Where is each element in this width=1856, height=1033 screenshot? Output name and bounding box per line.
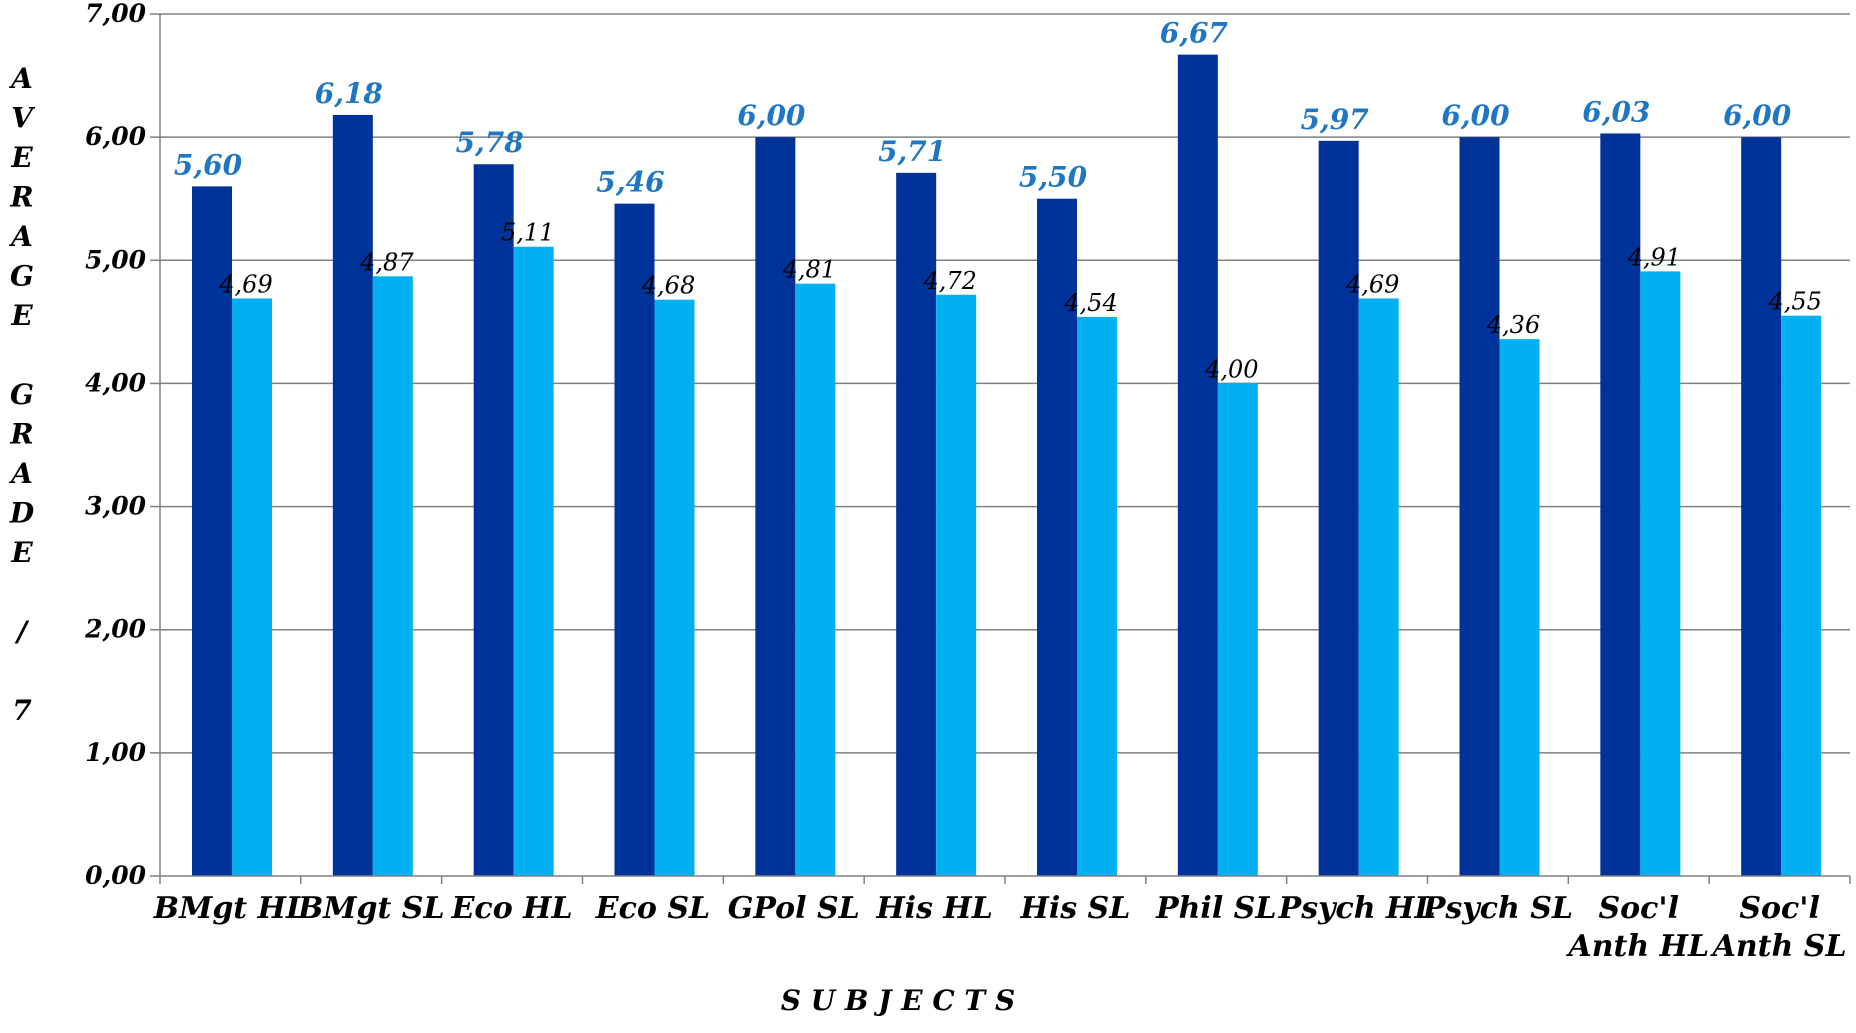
data-label: 6,67 xyxy=(1160,17,1229,50)
bar xyxy=(1499,339,1540,876)
x-tick-label: Eco HL xyxy=(451,891,573,926)
bar xyxy=(936,294,977,876)
data-label: 5,46 xyxy=(596,166,664,199)
data-label: 6,18 xyxy=(315,77,383,110)
x-tick-label: His SL xyxy=(1019,891,1130,926)
bar xyxy=(1459,137,1500,877)
bar xyxy=(1037,198,1077,876)
axes xyxy=(150,13,1851,884)
bar xyxy=(332,114,373,876)
y-tick-label: 6,00 xyxy=(85,122,146,151)
y-axis-title-letter: R xyxy=(9,181,33,214)
y-axis-title-letter: E xyxy=(10,299,33,332)
data-label: 4,00 xyxy=(1204,355,1258,383)
x-tick-label: Anth HL xyxy=(1565,929,1709,964)
data-label: 6,00 xyxy=(1723,99,1792,132)
bar xyxy=(1177,54,1218,876)
y-axis-title-letter: / xyxy=(14,615,30,648)
y-tick-label: 3,00 xyxy=(85,492,146,521)
y-axis-title-letter: E xyxy=(10,141,33,174)
data-label: 4,87 xyxy=(359,248,414,276)
bar xyxy=(1318,140,1359,876)
bar xyxy=(1741,137,1782,877)
data-label: 5,11 xyxy=(501,219,554,247)
bar xyxy=(614,203,655,876)
data-label: 6,00 xyxy=(1441,99,1510,132)
tick-labels: 0,00 1,00 2,00 3,00 4,00 5,00 6,00 7,00 BMgt HLB… xyxy=(84,0,1846,964)
data-label: 4,81 xyxy=(782,256,836,284)
bar xyxy=(192,186,232,876)
x-tick-label: Psych HL xyxy=(1278,891,1436,926)
data-label: 5,97 xyxy=(1301,103,1370,136)
data-label: 5,78 xyxy=(456,126,524,159)
bar xyxy=(1217,383,1258,876)
gridlines xyxy=(160,13,1850,754)
data-label: 4,54 xyxy=(1063,289,1117,317)
data-label: 5,50 xyxy=(1019,161,1088,194)
x-axis-title: S U B J E C T S xyxy=(781,984,1015,1017)
y-tick-label: 5,00 xyxy=(85,245,146,274)
y-axis-title-letter: V xyxy=(11,102,36,135)
y-tick-label: 4,00 xyxy=(85,368,146,397)
data-label: 4,55 xyxy=(1767,288,1821,316)
y-tick-label: 1,00 xyxy=(85,738,146,767)
bar xyxy=(1640,271,1681,877)
bar xyxy=(654,299,695,877)
data-label: 4,69 xyxy=(1345,270,1399,298)
data-label: 4,36 xyxy=(1486,311,1540,339)
y-axis-title-letter: G xyxy=(10,260,34,293)
x-tick-label: His HL xyxy=(875,891,993,926)
y-axis-title-letter: 7 xyxy=(12,694,32,727)
data-label: 5,71 xyxy=(878,135,946,168)
bar xyxy=(755,137,796,877)
data-label: 6,03 xyxy=(1582,95,1650,128)
y-axis-title-letter: A xyxy=(8,62,33,95)
data-label: 5,60 xyxy=(174,148,243,181)
x-tick-label: Anth SL xyxy=(1710,929,1847,964)
y-axis-title-letter: R xyxy=(9,418,33,451)
x-tick-label: Soc'l xyxy=(1739,891,1820,926)
data-label: 4,72 xyxy=(922,267,976,295)
y-tick-label: 7,00 xyxy=(85,0,146,28)
data-label: 4,91 xyxy=(1627,243,1681,271)
bar xyxy=(473,164,514,877)
data-label: 4,69 xyxy=(218,270,272,298)
bar xyxy=(1358,298,1399,877)
y-tick-label: 0,00 xyxy=(85,861,146,890)
x-tick-label: GPol SL xyxy=(728,891,860,926)
data-label: 6,00 xyxy=(737,99,806,132)
bar xyxy=(795,283,836,876)
y-tick-label: 2,00 xyxy=(84,615,146,644)
bar xyxy=(513,246,554,877)
y-axis-title-letter: G xyxy=(10,378,34,411)
bar xyxy=(1600,133,1641,876)
x-tick-label: Psych SL xyxy=(1422,891,1573,926)
y-axis-title-letter: D xyxy=(9,497,35,530)
bar xyxy=(1077,316,1117,877)
bar xyxy=(1781,315,1822,876)
x-tick-label: Eco SL xyxy=(595,891,710,926)
y-axis-title-letter: A xyxy=(8,220,33,253)
y-axis-title-letter: A xyxy=(8,457,33,490)
bars xyxy=(192,54,1822,877)
x-tick-label: BMgt SL xyxy=(297,891,445,926)
x-tick-label: Soc'l xyxy=(1598,891,1679,926)
y-axis-title-letter: E xyxy=(10,536,33,569)
bar xyxy=(896,172,937,877)
x-tick-label: Phil SL xyxy=(1155,891,1276,926)
data-label: 4,68 xyxy=(641,272,695,300)
data-labels: 5,60 4,69 6,18 4,87 5,78 5,11 5,46 4,68 6,00 4,81… xyxy=(174,17,1822,384)
bar xyxy=(372,276,413,876)
bar xyxy=(232,298,272,877)
x-tick-label: BMgt HL xyxy=(153,891,307,926)
